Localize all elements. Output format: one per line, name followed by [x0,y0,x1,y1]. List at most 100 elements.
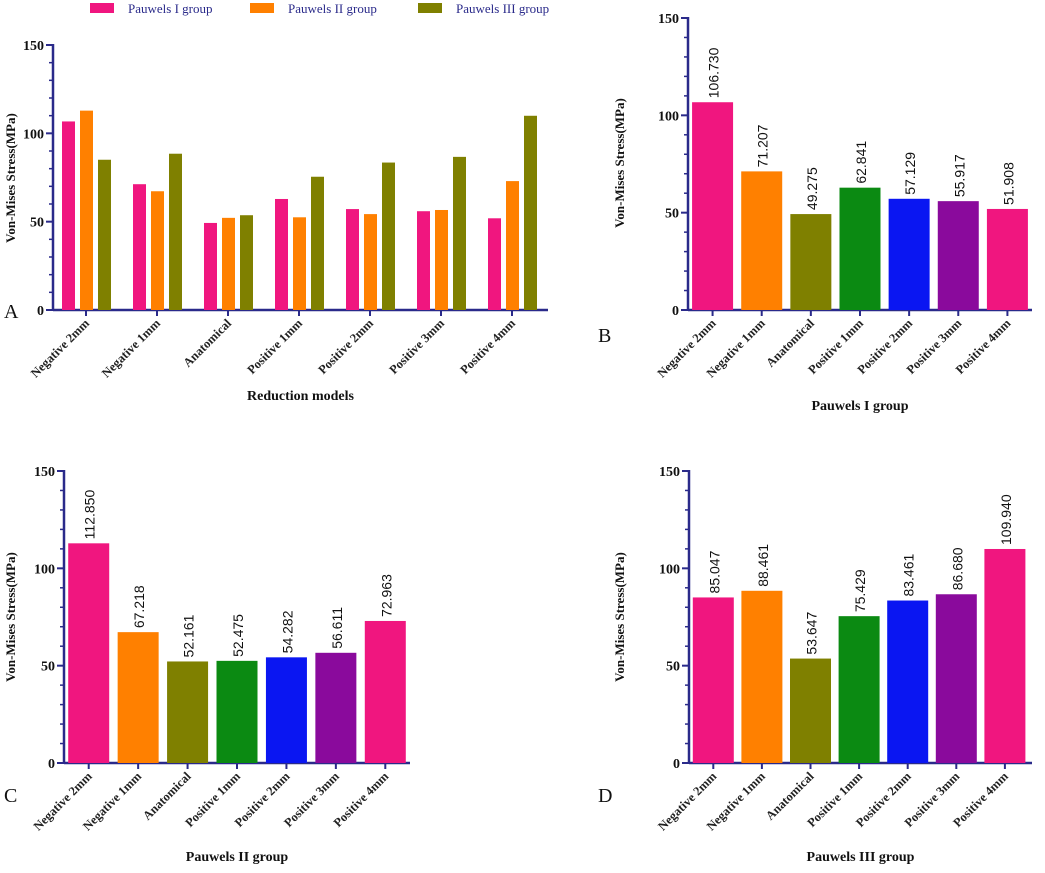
x-tick-label: Anatomical [763,316,817,370]
legend: Pauwels I group Pauwels II group Pauwels I… [90,1,549,16]
y-axis-label: Von-Mises Stress(MPa) [612,98,627,228]
bar-value-label: 85.047 [706,550,722,593]
y-tick-label: 0 [48,757,55,772]
bar [741,590,783,763]
y-tick-label: 50 [665,207,679,222]
x-tick-label: Positive 1mm [244,316,305,377]
y-tick-label: 0 [672,304,679,319]
bar-value-label: 106.730 [706,47,722,98]
bar-value-label: 52.161 [181,614,197,657]
bar [506,181,519,310]
bar-value-label: 55.917 [951,154,967,197]
y-tick-label: 50 [30,216,44,231]
bar [315,652,357,763]
bar [222,217,235,310]
bar [293,217,306,310]
bar [364,214,377,310]
bar [169,153,182,310]
y-tick-label: 0 [673,757,680,772]
bar [364,620,406,763]
bar [937,201,979,310]
panel-b-chart: 0 50 100 150 Von-Mises Stress(MPa) Pauwels I … [598,12,1032,414]
bar [488,218,501,310]
bar [216,660,258,763]
bar [68,543,110,763]
legend-label: Pauwels I group [128,1,213,16]
y-tick-label: 150 [658,12,679,27]
bar-value-label: 52.475 [230,614,246,657]
bar-value-label: 57.129 [902,152,918,195]
x-axis-label: Reduction models [247,389,355,404]
x-tick-label: Positive 4mm [457,316,518,377]
bar-value-label: 112.850 [82,490,98,540]
bar [417,211,430,310]
legend-swatch [90,3,114,13]
bar [838,616,880,763]
x-axis-label: Pauwels II group [186,850,289,865]
y-axis-label: Von-Mises Stress(MPa) [3,552,18,682]
y-tick-label: 100 [659,562,680,577]
x-axis-label: Pauwels I group [812,399,909,414]
bar [80,110,93,310]
x-tick-label: Positive 2mm [315,316,376,377]
bar [692,597,734,763]
bar [435,209,448,310]
y-tick-label: 50 [666,660,680,675]
bar [275,198,288,310]
y-axis-label: Von-Mises Stress(MPa) [3,113,18,243]
bar-value-label: 49.275 [804,167,820,210]
bar [453,156,466,310]
bar [790,658,831,763]
legend-swatch [418,3,442,13]
y-tick-label: 150 [659,465,680,480]
bar-value-label: 72.963 [378,574,394,617]
bar [790,214,832,310]
bar [151,191,164,310]
y-tick-label: 100 [658,109,679,124]
y-tick-label: 150 [23,39,44,54]
bar [984,548,1026,763]
y-tick-label: 150 [34,465,55,480]
y-tick-label: 100 [34,562,55,577]
bar [524,115,537,310]
x-tick-label: Anatomical [181,316,235,370]
bar [839,187,881,310]
x-tick-label: Positive 3mm [386,316,447,377]
bar [62,121,75,310]
panel-d-chart: 0 50 100 150 Von-Mises Stress(MPa) Pauwels II… [598,465,1032,865]
legend-swatch [250,3,274,13]
y-tick-label: 50 [41,660,55,675]
panel-c-chart: 0 50 100 150 Von-Mises Stress(MPa) Pauwels II… [3,465,410,865]
bar [346,209,359,310]
panel-letter: C [4,785,17,807]
panel-letter: A [4,301,19,323]
bar [265,657,307,763]
legend-label: Pauwels II group [288,1,377,16]
bar [167,661,209,763]
legend-label: Pauwels III group [456,1,549,16]
bar-value-label: 71.207 [755,124,771,167]
panel-a-chart: 0 50 100 150 Von-Mises Stress(MPa) Reduction … [3,39,548,404]
bar [117,632,159,763]
bar [986,208,1028,310]
bar [311,176,324,310]
bar-value-label: 67.218 [131,585,147,628]
bar [133,184,146,310]
bar-value-label: 51.908 [1000,162,1016,205]
y-tick-label: 0 [37,304,44,319]
bar-value-label: 56.611 [329,607,345,649]
bar [888,198,930,310]
x-tick-label: Anatomical [140,769,194,823]
bar-value-label: 54.282 [279,610,295,653]
panel-letter: D [598,785,612,807]
bar-value-label: 86.680 [949,547,965,590]
bar [887,600,929,763]
bar-value-label: 53.647 [804,612,820,655]
bar-value-label: 88.461 [755,544,771,587]
panel-letter: B [598,325,611,347]
x-tick-label: Negative 1mm [99,316,164,381]
bar-value-label: 75.429 [852,569,868,612]
bar [204,222,217,310]
bar [382,162,395,310]
